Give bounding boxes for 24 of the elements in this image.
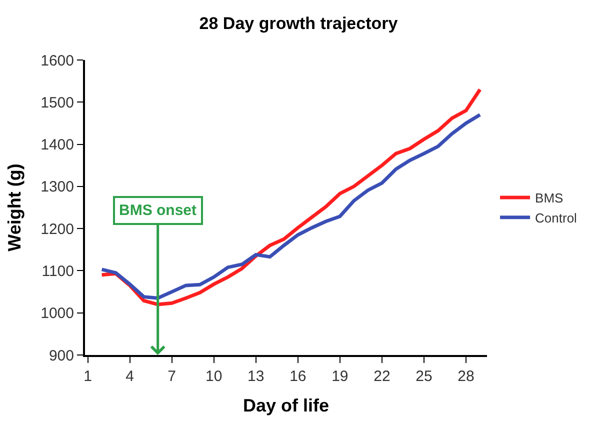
y-tick-label: 1500 bbox=[40, 94, 74, 112]
legend-label: BMS bbox=[535, 190, 564, 206]
x-tick-label: 10 bbox=[206, 368, 222, 385]
y-tick-label: 1200 bbox=[40, 220, 74, 238]
x-tick-label: 28 bbox=[458, 368, 474, 385]
x-tick-label: 7 bbox=[168, 368, 176, 385]
y-tick-label: 1100 bbox=[42, 262, 74, 280]
x-tick-label: 22 bbox=[374, 368, 390, 385]
x-tick-label: 13 bbox=[248, 368, 264, 385]
y-tick-label: 1400 bbox=[40, 136, 74, 154]
y-tick-label: 1300 bbox=[40, 178, 74, 196]
y-tick-label: 1600 bbox=[40, 52, 74, 70]
x-tick-label: 25 bbox=[416, 368, 432, 385]
x-tick-label: 16 bbox=[290, 368, 306, 385]
x-tick-label: 4 bbox=[126, 368, 134, 385]
y-axis-title: Weight (g) bbox=[4, 164, 24, 252]
x-tick-label: 1 bbox=[84, 368, 92, 385]
y-tick-label: 900 bbox=[48, 347, 74, 364]
x-axis-title: Day of life bbox=[242, 396, 330, 416]
ref-line-label: BMS onset bbox=[119, 202, 197, 219]
x-tick-label: 19 bbox=[332, 368, 348, 385]
chart-title: 28 Day growth trajectory bbox=[199, 14, 398, 34]
legend-label: Control bbox=[535, 210, 578, 226]
y-tick-label: 1000 bbox=[40, 305, 74, 322]
